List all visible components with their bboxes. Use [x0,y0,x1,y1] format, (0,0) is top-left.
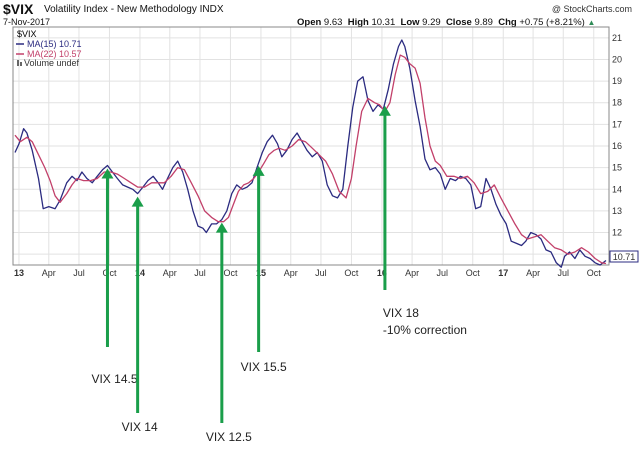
annotation-label: VIX 15.5 [241,360,287,374]
x-axis: 13 Apr Jul Oct 14 Apr Jul Oct 15 Apr Jul Oct 16 Apr Ju… [14,268,601,278]
high-value: 10.31 [371,17,396,28]
x-tick-label: Oct [102,268,117,278]
low-label: Low [400,17,420,28]
last-value-label: 10.71 [613,252,636,262]
stockcharts-watermark: @ StockCharts.com [551,4,632,14]
x-tick-label: 17 [498,268,508,278]
low-value: 9.29 [422,17,441,28]
close-value: 9.89 [474,17,493,28]
x-tick-label: 14 [135,268,145,278]
annotation-arrow-head [378,105,391,116]
ma22-line [14,54,607,265]
x-tick-label: Jul [73,268,85,278]
chart-grid [13,27,609,265]
last-value-tag: 10.71 [609,250,639,263]
x-tick-label: Jul [437,268,449,278]
x-tick-label: Apr [284,268,298,278]
chart-symbol: $VIX [3,1,34,17]
annotation-label: VIX 12.5 [206,430,252,444]
price-stats: Open 9.63 High 10.31 Low 9.29 Close 9.89… [297,17,595,28]
y-tick-label: 15 [612,163,622,173]
up-arrow-icon: ▲ [587,18,596,27]
x-tick-label: Jul [557,268,569,278]
annotation-arrow-head [101,168,114,179]
high-label: High [347,17,369,28]
x-tick-label: Oct [344,268,359,278]
volume-bar-icon [17,60,19,66]
x-tick-label: 15 [256,268,266,278]
x-tick-label: Apr [163,268,177,278]
chg-label: Chg [498,17,517,28]
annotation-label: VIX 14 [122,420,158,434]
legend-ma15: MA(15) 10.71 [27,39,82,49]
y-tick-label: 14 [612,184,622,194]
exchange-code: INDX [199,4,224,15]
volume-bar-icon [20,62,22,66]
chart-legend: $VIX MA(15) 10.71 MA(22) 10.57 Volume un… [16,29,82,68]
y-tick-label: 18 [612,98,622,108]
annotation-sublabel: -10% correction [383,323,467,337]
x-tick-label: Oct [587,268,602,278]
x-tick-label: Apr [526,268,540,278]
annotation-arrow-head [131,196,144,207]
index-name: Volatility Index - New Methodology [44,4,197,15]
open-value: 9.63 [323,17,343,28]
x-tick-label: 13 [14,268,24,278]
y-tick-label: 12 [612,228,622,238]
y-tick-label: 19 [612,76,622,86]
x-tick-label: Oct [223,268,238,278]
x-tick-label: Jul [194,268,206,278]
series-group [14,39,607,268]
x-tick-label: Apr [42,268,56,278]
last-value-box [609,250,639,263]
y-tick-label: 13 [612,206,622,216]
open-label: Open [297,17,322,28]
annotations: VIX 14.5 VIX 14 VIX 12.5 VIX 15.5 VIX 18 -10%… [91,105,467,444]
annotation-label: VIX 18 [383,306,419,320]
y-tick-label: 17 [612,119,622,129]
ma15-line [14,39,607,268]
y-tick-label: 16 [612,141,622,151]
y-tick-label: 21 [612,33,622,43]
x-tick-label: Oct [466,268,481,278]
close-label: Close [445,17,472,28]
y-tick-label: 20 [612,54,622,64]
x-tick-label: Apr [405,268,419,278]
legend-symbol: $VIX [17,29,37,39]
annotation-label: VIX 14.5 [91,372,137,386]
legend-ma22: MA(22) 10.57 [27,49,82,59]
chg-value: +0.75 (+8.21%) [519,17,585,28]
y-axis: 1112131415161718192021 [612,33,622,259]
annotation-arrow-head [252,165,265,176]
x-tick-label: 16 [377,268,387,278]
plot-frame [12,26,610,266]
legend-volume: Volume undef [24,58,80,68]
x-tick-label: Jul [315,268,327,278]
chart-date: 7-Nov-2017 [3,17,51,27]
annotation-arrow-head [215,222,228,233]
chart-subtitle: Volatility Index - New Methodology INDX [44,4,224,15]
